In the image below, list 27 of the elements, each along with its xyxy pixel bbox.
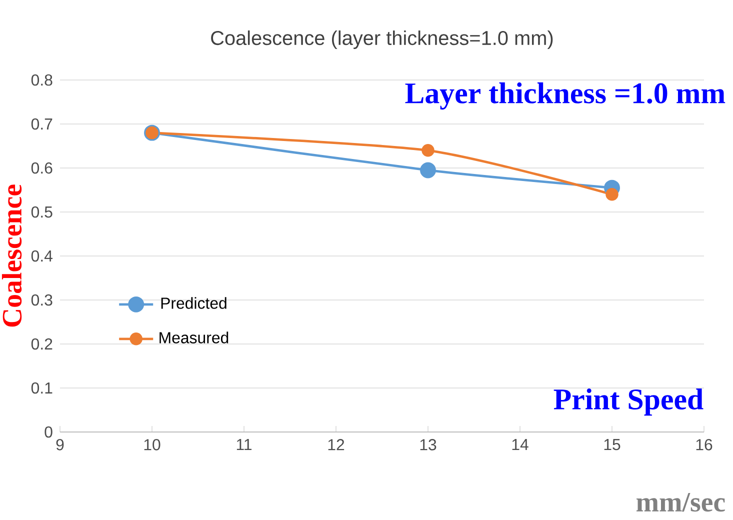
x-tick-label: 10 <box>144 439 160 450</box>
legend-label: Measured <box>160 332 228 344</box>
legend-label: Predicted <box>161 297 226 309</box>
annotation: Print Speed <box>554 388 704 416</box>
point <box>606 188 618 201</box>
annotation: Layer thickness =1.0 mm <box>405 82 726 110</box>
point <box>420 162 436 178</box>
y-tick-label: 0.2 <box>31 338 52 350</box>
x-tick-label: 16 <box>696 439 712 450</box>
x-tick-label: 12 <box>328 439 344 450</box>
x-axis-title: mm/sec <box>636 492 725 512</box>
y-tick-label: 0.4 <box>31 250 52 262</box>
x-tick-label: 13 <box>420 439 436 450</box>
y-tick-label: 0.6 <box>31 162 52 174</box>
y-tick-label: 0.8 <box>31 74 52 86</box>
y-tick-label: 0.1 <box>31 382 52 394</box>
y-tick-label: 0.3 <box>31 294 52 306</box>
chart-title: Coalescence (layer thickness=1.0 mm) <box>211 30 553 50</box>
x-tick-label: 11 <box>236 439 252 450</box>
x-tick-label: 15 <box>604 439 620 450</box>
y-tick-label: 0 <box>44 426 52 438</box>
y-tick-label: 0.7 <box>31 118 52 130</box>
y-tick-label: 0.5 <box>31 206 52 218</box>
y-axis-title: Coalescence <box>2 184 22 327</box>
x-tick-label: 9 <box>56 439 64 450</box>
x-tick-label: 14 <box>512 439 528 450</box>
point <box>422 144 434 157</box>
